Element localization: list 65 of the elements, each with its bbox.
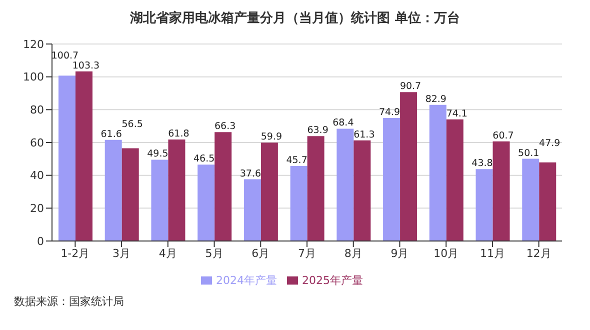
data-label: 46.5 <box>194 154 215 165</box>
y-tick-label: 100 <box>23 70 44 84</box>
bar <box>214 132 232 241</box>
bar <box>383 118 400 241</box>
data-label: 74.1 <box>446 108 468 120</box>
data-label: 50.1 <box>518 148 540 159</box>
bar <box>429 104 446 241</box>
data-label: 47.9 <box>539 138 560 149</box>
x-tick-label: 12月 <box>526 246 552 260</box>
data-label: 45.7 <box>286 154 308 166</box>
x-tick-label: 5月 <box>205 246 224 260</box>
bar <box>354 140 371 241</box>
bar <box>198 164 215 241</box>
bar <box>522 158 540 241</box>
bar <box>260 142 278 241</box>
x-tick-label: 8月 <box>344 246 362 260</box>
data-label: 59.9 <box>260 132 282 143</box>
y-tick-label: 20 <box>30 202 44 216</box>
x-tick-label: 1-2月 <box>60 246 90 260</box>
x-tick-label: 11月 <box>480 246 505 260</box>
data-label: 43.8 <box>472 158 493 170</box>
data-label: 37.6 <box>240 168 262 180</box>
legend-label: 2024年产量 <box>216 274 277 287</box>
data-label: 56.5 <box>122 118 143 130</box>
bar <box>104 140 122 241</box>
y-tick-label: 80 <box>30 104 44 117</box>
y-tick-label: 120 <box>23 38 44 51</box>
bar <box>58 76 76 241</box>
bar <box>75 71 92 241</box>
x-tick-label: 9月 <box>390 246 409 260</box>
bar <box>151 160 168 241</box>
data-label: 103.3 <box>72 60 100 72</box>
bar <box>122 148 139 241</box>
x-tick-label: 4月 <box>158 246 177 260</box>
bar <box>476 169 493 241</box>
data-label: 61.8 <box>168 128 190 140</box>
source-note: 数据来源：国家统计局 <box>14 294 124 309</box>
bar <box>307 136 324 241</box>
data-label: 90.7 <box>400 81 422 92</box>
data-label: 82.9 <box>425 94 446 105</box>
x-tick-label: 7月 <box>298 246 316 260</box>
bar <box>492 141 510 241</box>
bar <box>539 162 556 241</box>
data-label: 61.6 <box>100 128 122 140</box>
data-label: 49.5 <box>147 148 168 160</box>
legend-label: 2025年产量 <box>302 274 363 287</box>
bar <box>244 179 261 241</box>
bar <box>446 119 464 241</box>
y-tick-label: 60 <box>30 136 44 150</box>
x-tick-label: 3月 <box>112 246 131 260</box>
data-label: 66.3 <box>214 121 236 132</box>
data-label: 74.9 <box>378 107 400 118</box>
data-label: 63.9 <box>307 125 328 136</box>
bar <box>400 92 418 241</box>
y-tick-label: 40 <box>30 169 44 182</box>
bar <box>168 140 186 241</box>
bar <box>336 128 354 241</box>
data-label: 61.3 <box>354 129 375 140</box>
bar <box>290 166 308 241</box>
data-label: 60.7 <box>492 130 514 142</box>
x-tick-label: 10月 <box>434 246 459 260</box>
data-label: 68.4 <box>332 118 354 129</box>
y-tick-label: 0 <box>37 234 44 248</box>
x-tick-label: 6月 <box>252 246 270 260</box>
chart-title: 湖北省家用电冰箱产量分月（当月值）统计图 单位：万台 <box>129 10 461 28</box>
